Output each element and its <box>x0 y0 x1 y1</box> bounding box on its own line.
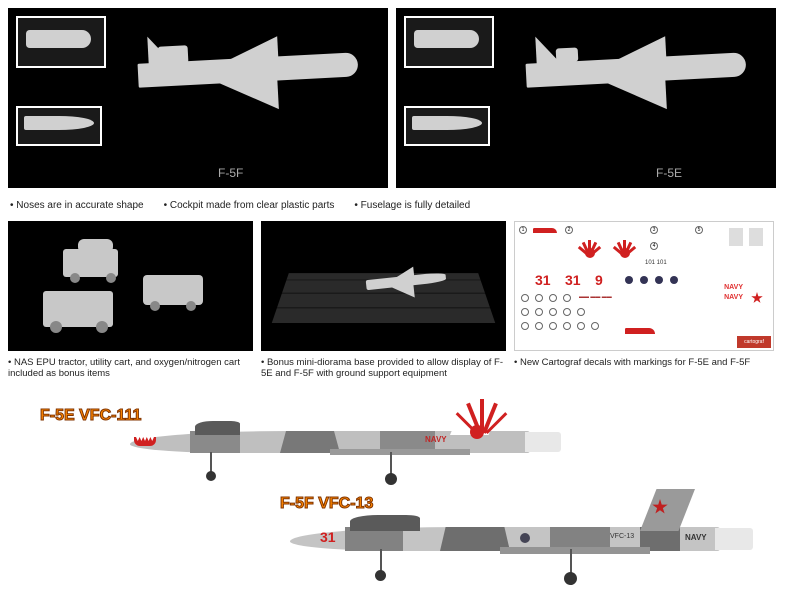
photo-diorama <box>261 221 506 351</box>
f5f-navy: NAVY <box>685 533 707 542</box>
photo-f5e: F-5E <box>396 8 776 188</box>
decal-31a: 31 <box>535 272 551 288</box>
caption-fuselage: Fuselage is fully detailed <box>354 200 470 211</box>
profile-label-f5e: F-5E VFC-111 <box>40 407 141 425</box>
caption-ground: NAS EPU tractor, utility cart, and oxyge… <box>8 357 253 379</box>
caption-cockpit: Cockpit made from clear plastic parts <box>164 200 335 211</box>
caption-decals: New Cartograf decals with markings for F… <box>514 357 750 379</box>
top-photo-row: F-5F F-5E <box>0 0 793 196</box>
f5f-unit: VFC-13 <box>610 533 634 540</box>
decal-31b: 31 <box>565 272 581 288</box>
photo-f5f: F-5F <box>8 8 388 188</box>
profile-section: F-5E VFC-111 F-5F VFC-13 NAVY <box>0 387 793 597</box>
label-f5f: F-5F <box>218 166 243 180</box>
decal-id: 101 101 <box>645 260 667 266</box>
label-f5e: F-5E <box>656 166 682 180</box>
decal-9: 9 <box>595 272 603 288</box>
f5f-31: 31 <box>320 529 336 545</box>
f5e-navy: NAVY <box>425 435 447 444</box>
profile-f5f: 31 VFC-13 NAVY <box>290 491 760 591</box>
profile-f5e: NAVY <box>130 397 570 487</box>
decal-navy1: NAVY <box>724 284 743 291</box>
caption-diorama: Bonus mini-diorama base provided to allo… <box>261 357 506 379</box>
cartograf-logo: cartograf <box>737 336 771 348</box>
mid-captions: NAS EPU tractor, utility cart, and oxyge… <box>0 357 793 387</box>
top-captions: Noses are in accurate shape Cockpit made… <box>0 196 793 221</box>
decal-navy2: NAVY <box>724 294 743 301</box>
photo-ground-equipment <box>8 221 253 351</box>
decal-sheet: 1 2 3 5 4 101 101 31 31 9 NAVY NAVY ▬▬ ▬… <box>514 221 774 351</box>
mid-row: 1 2 3 5 4 101 101 31 31 9 NAVY NAVY ▬▬ ▬… <box>0 221 793 357</box>
caption-noses: Noses are in accurate shape <box>10 200 144 211</box>
